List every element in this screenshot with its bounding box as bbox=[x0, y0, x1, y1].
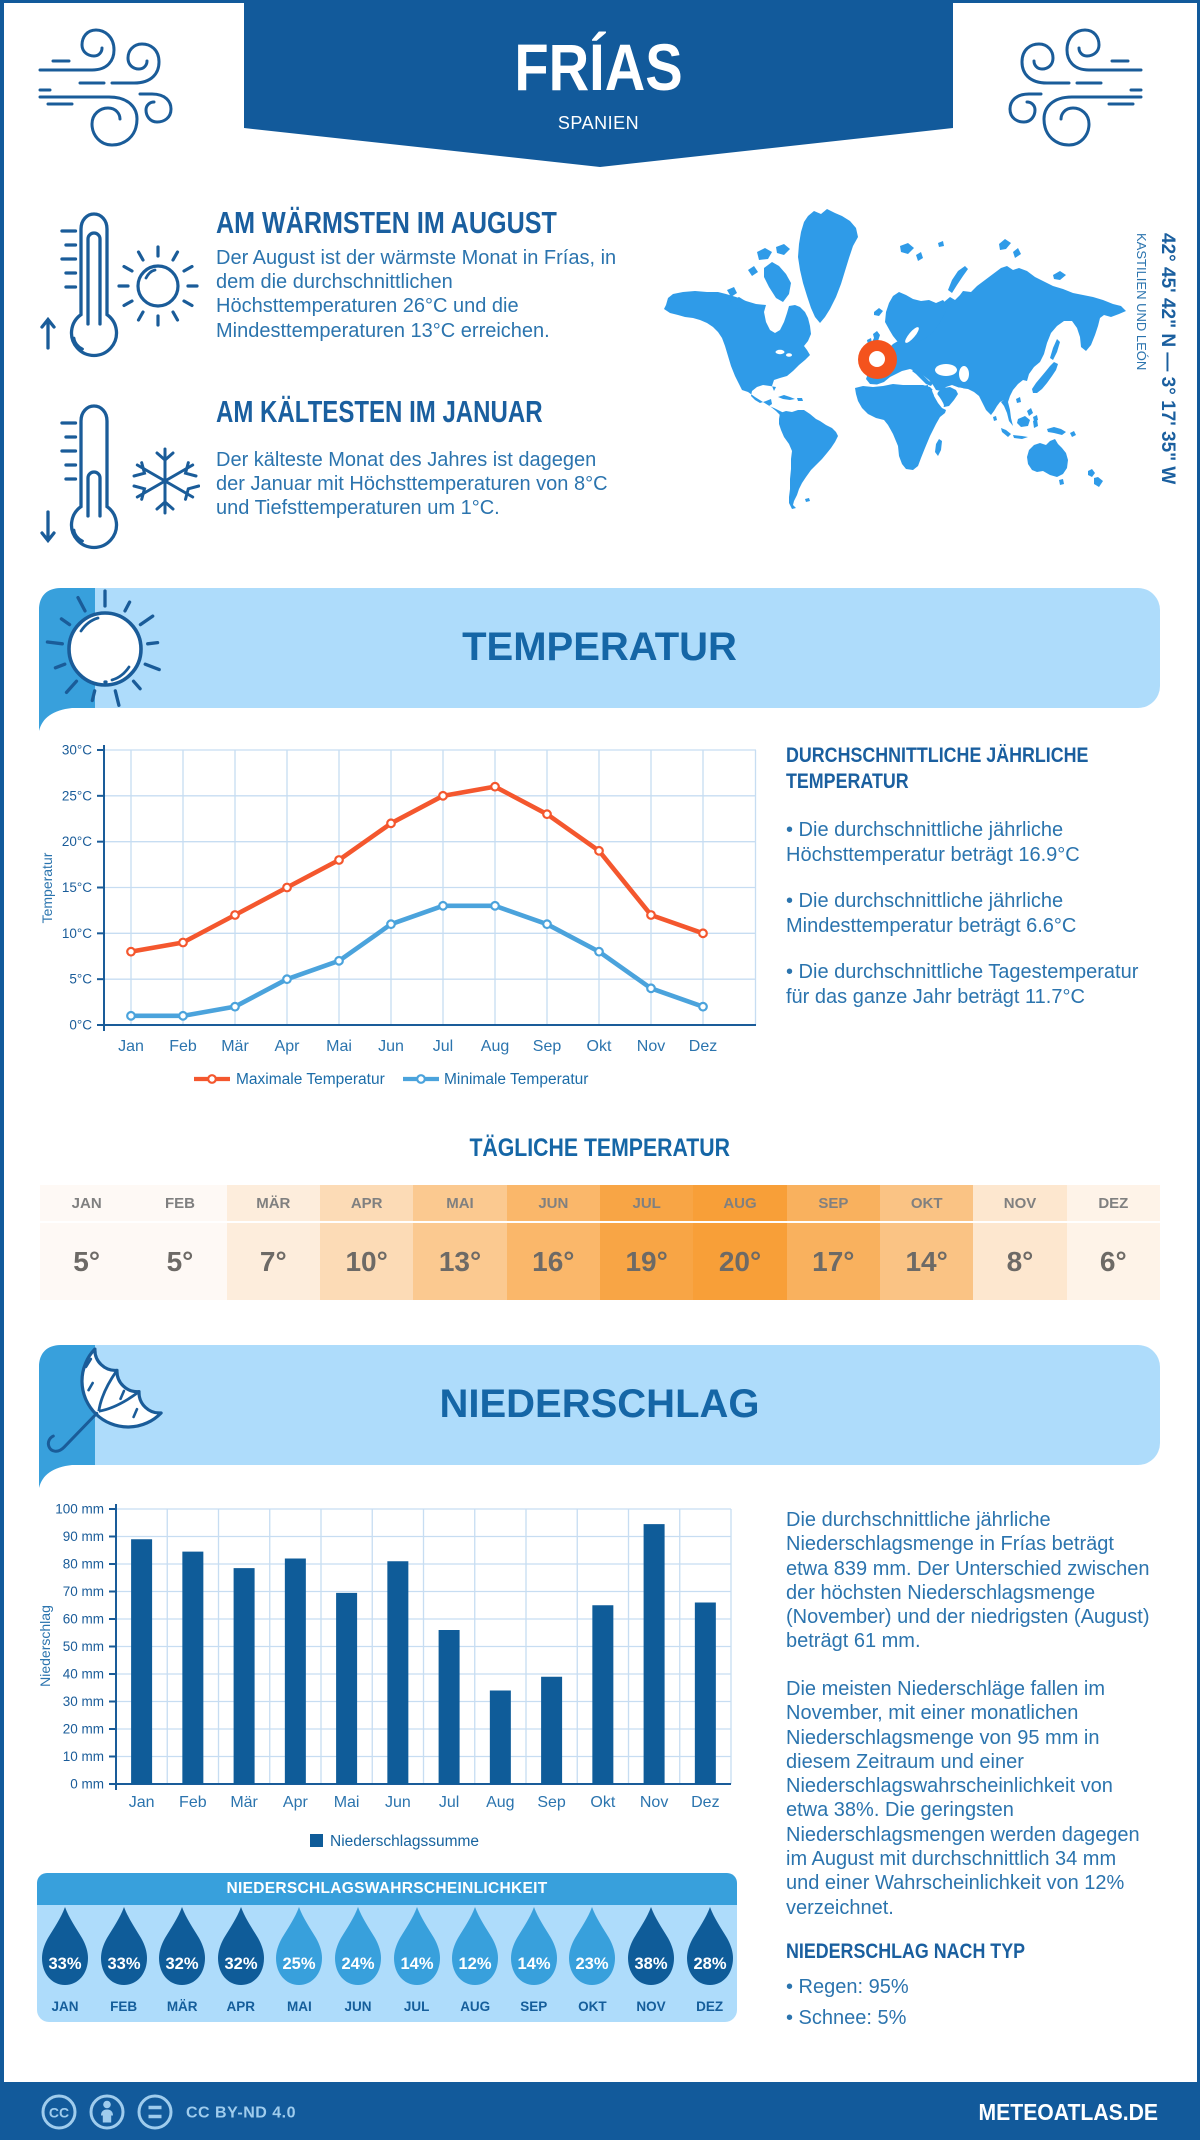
svg-text:Mär: Mär bbox=[221, 1038, 249, 1055]
svg-text:80 mm: 80 mm bbox=[63, 1557, 104, 1572]
svg-text:100 mm: 100 mm bbox=[55, 1502, 104, 1517]
svg-text:25°C: 25°C bbox=[62, 788, 92, 803]
svg-text:5°C: 5°C bbox=[69, 972, 92, 987]
svg-text:12%: 12% bbox=[459, 1955, 492, 1973]
svg-text:20°C: 20°C bbox=[62, 834, 92, 849]
svg-text:Apr: Apr bbox=[275, 1038, 301, 1055]
svg-text:Sep: Sep bbox=[537, 1794, 566, 1811]
svg-text:23%: 23% bbox=[576, 1955, 609, 1973]
svg-text:30°C: 30°C bbox=[62, 743, 92, 758]
svg-text:Mai: Mai bbox=[326, 1038, 352, 1055]
svg-text:25%: 25% bbox=[283, 1955, 316, 1973]
svg-text:32%: 32% bbox=[166, 1955, 199, 1973]
svg-text:90 mm: 90 mm bbox=[63, 1529, 104, 1544]
svg-text:Jul: Jul bbox=[433, 1038, 453, 1055]
svg-text:Nov: Nov bbox=[640, 1794, 668, 1811]
svg-text:28%: 28% bbox=[693, 1955, 726, 1973]
svg-text:0°C: 0°C bbox=[69, 1018, 92, 1033]
svg-text:Jan: Jan bbox=[129, 1794, 155, 1811]
svg-text:Minimale Temperatur: Minimale Temperatur bbox=[444, 1071, 588, 1088]
svg-text:Feb: Feb bbox=[169, 1038, 197, 1055]
svg-text:Feb: Feb bbox=[179, 1794, 207, 1811]
svg-text:Nov: Nov bbox=[637, 1038, 665, 1055]
svg-text:14%: 14% bbox=[400, 1955, 433, 1973]
svg-text:Maximale Temperatur: Maximale Temperatur bbox=[236, 1071, 385, 1088]
svg-text:33%: 33% bbox=[48, 1955, 81, 1973]
svg-text:Jun: Jun bbox=[385, 1794, 411, 1811]
svg-text:Mai: Mai bbox=[334, 1794, 360, 1811]
svg-text:60 mm: 60 mm bbox=[63, 1612, 104, 1627]
svg-text:Okt: Okt bbox=[587, 1038, 612, 1055]
svg-text:70 mm: 70 mm bbox=[63, 1584, 104, 1599]
svg-text:Okt: Okt bbox=[590, 1794, 615, 1811]
svg-text:Sep: Sep bbox=[533, 1038, 562, 1055]
svg-text:20 mm: 20 mm bbox=[63, 1722, 104, 1737]
svg-text:33%: 33% bbox=[107, 1955, 140, 1973]
svg-text:30 mm: 30 mm bbox=[63, 1694, 104, 1709]
svg-text:Jul: Jul bbox=[439, 1794, 459, 1811]
svg-text:10°C: 10°C bbox=[62, 926, 92, 941]
svg-text:Niederschlag: Niederschlag bbox=[37, 1605, 53, 1687]
svg-text:14%: 14% bbox=[517, 1955, 550, 1973]
svg-text:Dez: Dez bbox=[691, 1794, 719, 1811]
svg-text:24%: 24% bbox=[341, 1955, 374, 1973]
svg-text:Jun: Jun bbox=[378, 1038, 404, 1055]
svg-text:0 mm: 0 mm bbox=[70, 1777, 104, 1792]
svg-text:Mär: Mär bbox=[230, 1794, 258, 1811]
svg-text:Dez: Dez bbox=[689, 1038, 717, 1055]
svg-text:40 mm: 40 mm bbox=[63, 1667, 104, 1682]
svg-text:Jan: Jan bbox=[118, 1038, 144, 1055]
svg-text:CC BY-ND 4.0: CC BY-ND 4.0 bbox=[186, 2105, 296, 2122]
svg-text:38%: 38% bbox=[634, 1955, 667, 1973]
svg-text:32%: 32% bbox=[224, 1955, 257, 1973]
svg-text:CC: CC bbox=[49, 2105, 69, 2121]
svg-text:15°C: 15°C bbox=[62, 880, 92, 895]
svg-text:Aug: Aug bbox=[481, 1038, 509, 1055]
svg-text:Temperatur: Temperatur bbox=[39, 852, 55, 923]
svg-text:Apr: Apr bbox=[283, 1794, 309, 1811]
svg-text:10 mm: 10 mm bbox=[63, 1749, 104, 1764]
svg-text:Niederschlagssumme: Niederschlagssumme bbox=[330, 1833, 479, 1850]
svg-text:50 mm: 50 mm bbox=[63, 1639, 104, 1654]
svg-text:Aug: Aug bbox=[486, 1794, 514, 1811]
